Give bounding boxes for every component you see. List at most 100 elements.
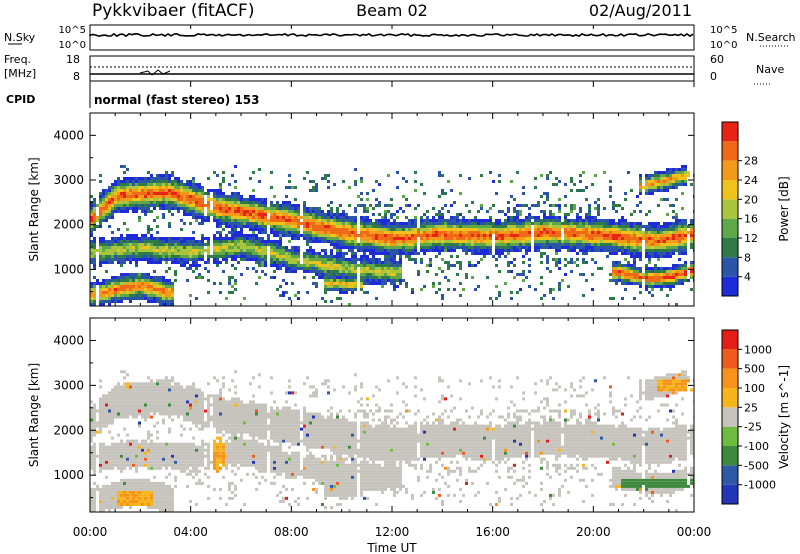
power-cell <box>99 288 102 291</box>
power-cell <box>537 231 540 234</box>
power-cell <box>360 276 363 279</box>
velocity-cell <box>120 448 123 452</box>
power-cell <box>156 201 159 204</box>
power-cell <box>414 222 417 225</box>
power-cell <box>600 234 603 237</box>
power-cell <box>177 261 180 264</box>
power-cell <box>588 222 591 225</box>
power-cell <box>273 255 276 258</box>
beam-title: Beam 02 <box>356 1 428 20</box>
velocity-cell <box>123 448 126 452</box>
power-cell <box>360 240 363 243</box>
velocity-cell <box>120 457 123 461</box>
velocity-cell <box>120 469 123 473</box>
power-cell <box>663 225 666 228</box>
power-cell <box>423 234 426 237</box>
power-cell <box>678 249 681 252</box>
power-cell <box>687 279 690 282</box>
velocity-cell <box>135 445 138 449</box>
power-cell <box>666 249 669 252</box>
power-cell <box>165 279 168 282</box>
power-cell <box>501 222 504 225</box>
velocity-cell <box>138 409 141 413</box>
power-cell <box>666 186 669 189</box>
power-cell <box>90 240 93 243</box>
power-cell <box>483 231 486 234</box>
power-cell <box>375 222 378 225</box>
power-cell <box>282 204 285 207</box>
power-cell <box>120 249 123 252</box>
power-cell <box>402 228 405 231</box>
power-cell <box>447 267 450 270</box>
power-cell <box>99 174 102 177</box>
power-cell <box>690 237 693 240</box>
power-cell <box>594 219 597 222</box>
velocity-cell <box>90 409 93 413</box>
power-cell <box>99 192 102 195</box>
power-cell <box>237 210 240 213</box>
power-cell <box>591 231 594 234</box>
velocity-cell <box>138 478 141 482</box>
power-cell <box>177 192 180 195</box>
power-cell <box>597 204 600 207</box>
power-cell <box>552 219 555 222</box>
power-cell <box>678 231 681 234</box>
power-cell <box>288 201 291 204</box>
power-cell <box>648 234 651 237</box>
velocity-cell <box>141 400 144 404</box>
power-cell <box>654 240 657 243</box>
velocity-cell <box>147 478 150 482</box>
velocity-cell <box>111 415 114 419</box>
velocity-cell <box>96 484 99 488</box>
power-cell <box>252 228 255 231</box>
power-cell <box>390 216 393 219</box>
power-cell <box>219 249 222 252</box>
power-cell <box>207 216 210 219</box>
power-cell <box>345 273 348 276</box>
power-cell <box>108 204 111 207</box>
power-cell <box>612 243 615 246</box>
power-cell <box>393 219 396 222</box>
power-cell <box>255 258 258 261</box>
power-cell <box>537 201 540 204</box>
velocity-cell <box>114 391 117 395</box>
power-cell <box>399 270 402 273</box>
power-cell <box>564 240 567 243</box>
power-cell <box>582 261 585 264</box>
power-cell <box>516 213 519 216</box>
velocity-cell <box>90 500 93 503</box>
power-cell <box>150 249 153 252</box>
power-cell <box>189 210 192 213</box>
power-cell <box>630 252 633 255</box>
power-cell <box>438 282 441 285</box>
power-cell <box>609 246 612 249</box>
power-cell <box>279 216 282 219</box>
velocity-cell <box>114 457 117 461</box>
power-cell <box>153 258 156 261</box>
power-cell <box>450 240 453 243</box>
power-cell <box>528 264 531 267</box>
velocity-cell <box>102 460 105 464</box>
power-cell <box>579 273 582 276</box>
power-cell <box>150 234 153 237</box>
velocity-cell <box>105 466 108 470</box>
power-cell <box>168 195 171 198</box>
power-cell <box>219 255 222 258</box>
power-cell <box>297 252 300 255</box>
power-cell <box>279 225 282 228</box>
power-cell <box>276 288 279 291</box>
power-cell <box>162 303 165 306</box>
power-cell <box>624 282 627 285</box>
power-cell <box>648 222 651 225</box>
power-cell <box>384 243 387 246</box>
power-cell <box>132 210 135 213</box>
power-cell <box>264 243 267 246</box>
power-cell <box>177 249 180 252</box>
power-cell <box>648 183 651 186</box>
power-cell <box>387 273 390 276</box>
power-cell <box>234 282 237 285</box>
velocity-cell <box>117 490 120 494</box>
power-cell <box>585 249 588 252</box>
power-cell <box>351 246 354 249</box>
velocity-cell <box>99 509 102 512</box>
